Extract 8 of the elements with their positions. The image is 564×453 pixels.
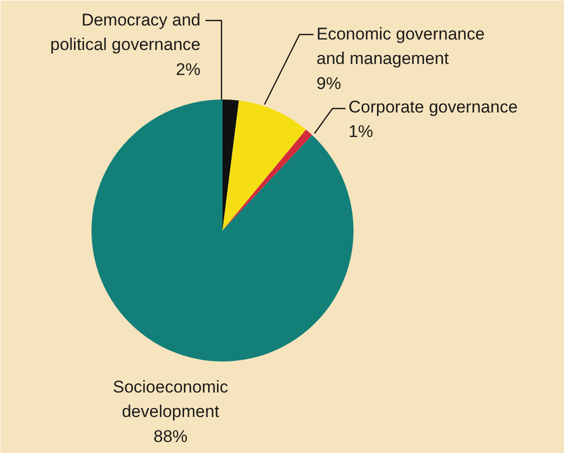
slice-label: Socioeconomic development: [112, 378, 229, 422]
data-label: 2%: [176, 60, 201, 79]
slice-label: Democracy and political governance: [50, 10, 201, 54]
data-label: 9%: [316, 74, 342, 93]
slice-label: Economic governance and management: [316, 24, 485, 68]
slice-label: Corporate governance: [348, 98, 518, 116]
data-label: 1%: [348, 122, 374, 142]
data-label: 88%: [153, 426, 188, 446]
